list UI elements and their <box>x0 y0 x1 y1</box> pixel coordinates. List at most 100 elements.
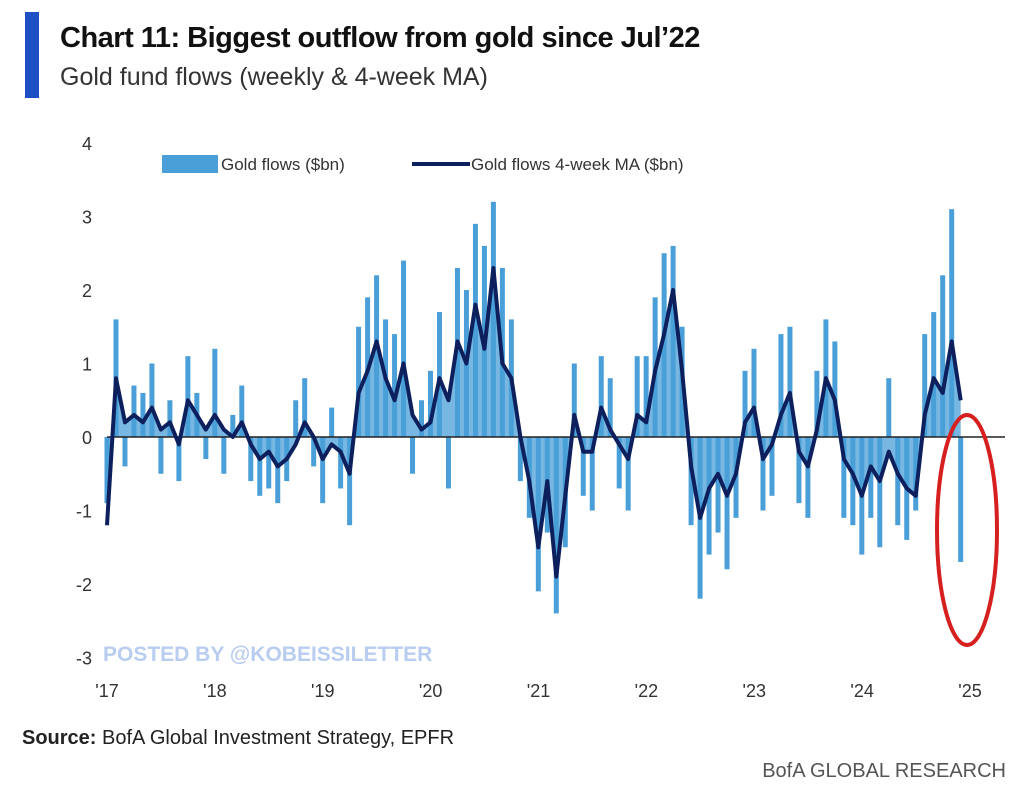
brand-label: BofA GLOBAL RESEARCH <box>762 760 1006 782</box>
ma-area-fill <box>107 268 961 577</box>
flow-bar <box>805 437 811 518</box>
y-tick-label: 4 <box>82 134 92 154</box>
flow-bar <box>940 275 946 437</box>
x-tick-label: '24 <box>850 681 873 701</box>
flow-bar <box>302 378 308 437</box>
flow-bar <box>958 437 964 562</box>
flow-bar <box>445 437 451 489</box>
flow-bar <box>706 437 712 555</box>
flow-bar <box>643 356 649 437</box>
flow-bar <box>715 437 721 533</box>
flow-bar <box>931 312 937 437</box>
legend-swatch-bars <box>162 155 218 173</box>
x-tick-label: '17 <box>95 681 118 701</box>
flow-bar <box>347 437 353 526</box>
flow-bar <box>616 437 622 489</box>
y-tick-label: 0 <box>82 428 92 448</box>
flow-bar <box>688 437 694 526</box>
flow-bar <box>868 437 874 518</box>
flow-bar <box>320 437 326 504</box>
flow-bar <box>949 209 955 437</box>
flow-bar <box>293 400 299 437</box>
chart-title: Chart 11: Biggest outflow from gold sinc… <box>60 22 700 54</box>
flow-bar <box>436 312 442 437</box>
flow-bar <box>877 437 883 548</box>
y-tick-label: 1 <box>82 355 92 375</box>
ma-line <box>105 266 963 579</box>
flow-bar <box>248 437 254 482</box>
chart-subtitle: Gold fund flows (weekly & 4-week MA) <box>60 63 488 91</box>
legend-label-bars: Gold flows ($bn) <box>221 155 345 174</box>
flow-bar <box>356 326 362 437</box>
flow-bar <box>149 363 155 437</box>
flow-bar <box>275 437 281 504</box>
x-tick-label: '20 <box>419 681 442 701</box>
flow-bar <box>329 407 335 437</box>
flow-bar <box>580 437 586 496</box>
flow-bar <box>778 334 784 437</box>
y-tick-label: -1 <box>76 502 92 522</box>
flow-bar <box>742 370 748 437</box>
source-note: Source: BofA Global Investment Strategy,… <box>22 727 454 750</box>
flow-bar <box>886 378 892 437</box>
flow-bar <box>185 356 191 437</box>
x-tick-label: '19 <box>311 681 334 701</box>
flow-bar <box>239 385 245 437</box>
title-accent-bar <box>25 12 39 98</box>
flow-bar <box>122 437 128 467</box>
flow-bar <box>787 326 793 437</box>
flow-bar <box>212 348 218 437</box>
flow-bar <box>410 437 416 474</box>
x-tick-label: '22 <box>635 681 658 701</box>
flow-bar <box>266 437 272 489</box>
flow-bar <box>176 437 182 482</box>
flow-bar <box>221 437 227 474</box>
flow-bar <box>257 437 263 496</box>
flow-bar <box>230 414 236 437</box>
flow-bar <box>311 437 317 467</box>
source-label: Source: <box>22 727 97 749</box>
flow-bar <box>598 356 604 437</box>
flow-bar <box>796 437 802 504</box>
flow-bar <box>419 400 425 437</box>
flow-bar <box>158 437 164 474</box>
x-tick-label: '18 <box>203 681 226 701</box>
source-text: BofA Global Investment Strategy, EPFR <box>96 727 455 749</box>
y-tick-label: 2 <box>82 281 92 301</box>
flow-bar <box>751 348 757 437</box>
x-tick-label: '25 <box>958 681 981 701</box>
flow-bar <box>922 334 928 437</box>
flow-bar <box>895 437 901 526</box>
x-tick-label: '23 <box>743 681 766 701</box>
flow-bar <box>427 370 433 437</box>
flow-bar <box>832 341 838 437</box>
x-tick-label: '21 <box>527 681 550 701</box>
flow-bar <box>724 437 730 570</box>
flow-bar <box>814 370 820 437</box>
flow-bar <box>769 437 775 496</box>
flow-bar <box>607 378 613 437</box>
flow-bar <box>167 400 173 437</box>
legend-label-ma: Gold flows 4-week MA ($bn) <box>471 155 684 174</box>
flow-bar <box>392 334 398 437</box>
flow-bar <box>203 437 209 460</box>
y-tick-label: -3 <box>76 649 92 669</box>
flow-bar <box>571 363 577 437</box>
flow-bar <box>517 437 523 482</box>
flow-bar <box>401 260 407 437</box>
flow-bar <box>131 385 137 437</box>
flow-bar <box>634 356 640 437</box>
y-tick-label: 3 <box>82 208 92 228</box>
flow-bar <box>589 437 595 511</box>
flow-bar <box>841 437 847 518</box>
y-tick-label: -2 <box>76 575 92 595</box>
flow-bar <box>760 437 766 511</box>
flow-bar <box>625 437 631 511</box>
flow-bar <box>850 437 856 526</box>
flow-bar <box>140 392 146 437</box>
highlight-ellipse <box>935 413 999 647</box>
flow-bar <box>338 437 344 489</box>
watermark: POSTED BY @KOBEISSILETTER <box>103 643 432 666</box>
